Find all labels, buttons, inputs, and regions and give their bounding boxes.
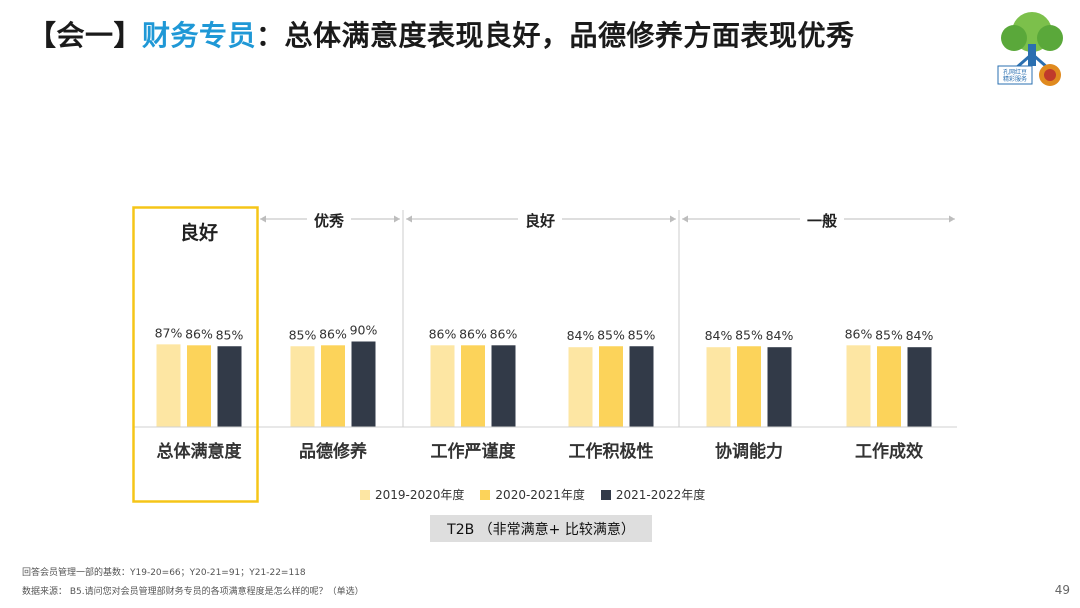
- legend-label: 2021-2022年度: [615, 488, 706, 502]
- bar-value-label: 86%: [845, 326, 873, 341]
- bar-3: [767, 347, 792, 427]
- title-rest: ：总体满意度表现良好，品德修养方面表现优秀: [256, 19, 855, 52]
- group-label: 良好: [180, 221, 218, 244]
- bar-3: [217, 346, 242, 427]
- footnote-source: 数据来源： B5.请问您对会员管理部财务专员的各项满意程度是怎么样的呢？（单选）: [22, 587, 364, 597]
- bar-2: [321, 345, 345, 427]
- group-range-arrowhead: [406, 215, 412, 223]
- legend-swatch: [480, 489, 491, 500]
- bar-2: [599, 346, 623, 427]
- category-label: 工作积极性: [569, 441, 654, 462]
- page-title: 【会一】财务专员：总体满意度表现良好，品德修养方面表现优秀: [28, 14, 855, 54]
- legend-swatch: [600, 489, 611, 500]
- legend-swatch: [360, 489, 370, 500]
- bar-1: [156, 344, 181, 427]
- tree-icon: [1001, 12, 1063, 70]
- svg-text:精彩服务: 精彩服务: [1003, 75, 1027, 83]
- bar-2: [187, 345, 211, 427]
- group-label: 优秀: [314, 212, 345, 230]
- bar-2: [877, 346, 901, 427]
- title-prefix: 【会一】: [28, 19, 143, 52]
- bar-value-label: 85%: [216, 327, 244, 342]
- bar-3: [907, 347, 932, 427]
- legend-item-2021: 2021-2022年度: [600, 486, 706, 503]
- group-label: 一般: [807, 212, 837, 230]
- title-highlight: 财务专员: [142, 19, 257, 52]
- highlight-box: [132, 206, 259, 503]
- bar-1: [290, 346, 315, 427]
- bar-value-label: 85%: [597, 327, 625, 342]
- category-label: 品德修养: [299, 441, 368, 462]
- bar-value-label: 84%: [705, 328, 733, 343]
- bar-value-label: 86%: [429, 326, 457, 341]
- group-range-arrowhead: [394, 215, 400, 223]
- bar-3: [629, 346, 654, 427]
- category-label: 总体满意度: [157, 441, 243, 462]
- bar-value-label: 86%: [185, 326, 213, 341]
- bar-3: [351, 341, 376, 427]
- group-label: 良好: [525, 212, 555, 230]
- bar-value-label: 85%: [289, 327, 317, 342]
- legend-item-2019: 2019-2020年度: [360, 486, 464, 503]
- svg-text:孔网红豆: 孔网红豆: [1003, 68, 1027, 76]
- group-range-arrowhead: [949, 215, 955, 223]
- group-range-arrowhead: [260, 215, 266, 223]
- category-label: 工作成效: [855, 441, 923, 462]
- bar-3: [491, 345, 516, 427]
- bar-2: [461, 345, 485, 427]
- footnote-base: 回答会员管理一部的基数：Y19-20=66；Y20-21=91；Y21-22=1…: [22, 568, 306, 578]
- bar-value-label: 84%: [567, 328, 595, 343]
- bar-value-label: 86%: [319, 326, 347, 341]
- bar-value-label: 85%: [735, 327, 763, 342]
- group-range-arrowhead: [670, 215, 676, 223]
- bar-value-label: 84%: [766, 328, 794, 343]
- bar-value-label: 85%: [628, 327, 656, 342]
- bar-value-label: 86%: [490, 326, 518, 341]
- legend-label: 2020-2021年度: [495, 488, 585, 502]
- bar-1: [568, 347, 593, 427]
- bar-2: [737, 346, 761, 427]
- bar-value-label: 90%: [350, 323, 378, 338]
- legend-item-2020: 2020-2021年度: [480, 486, 585, 503]
- bar-1: [706, 347, 731, 427]
- chart-legend: 2019-2020年度 2020-2021年度 2021-2022年度: [360, 486, 721, 503]
- bar-1: [430, 345, 455, 427]
- group-range-arrowhead: [682, 215, 688, 223]
- company-logo: 孔网红豆 精彩服务: [997, 12, 1063, 86]
- page-number: 49: [1054, 583, 1070, 597]
- legend-label: 2019-2020年度: [375, 488, 465, 502]
- t2b-label: T2B （非常满意+ 比较满意）: [430, 515, 652, 542]
- bar-value-label: 86%: [459, 326, 487, 341]
- category-label: 协调能力: [715, 441, 783, 462]
- category-label: 工作严谨度: [431, 441, 517, 462]
- bar-value-label: 87%: [155, 325, 183, 340]
- bar-value-label: 85%: [875, 327, 903, 342]
- bar-1: [846, 345, 871, 427]
- bar-value-label: 84%: [906, 328, 934, 343]
